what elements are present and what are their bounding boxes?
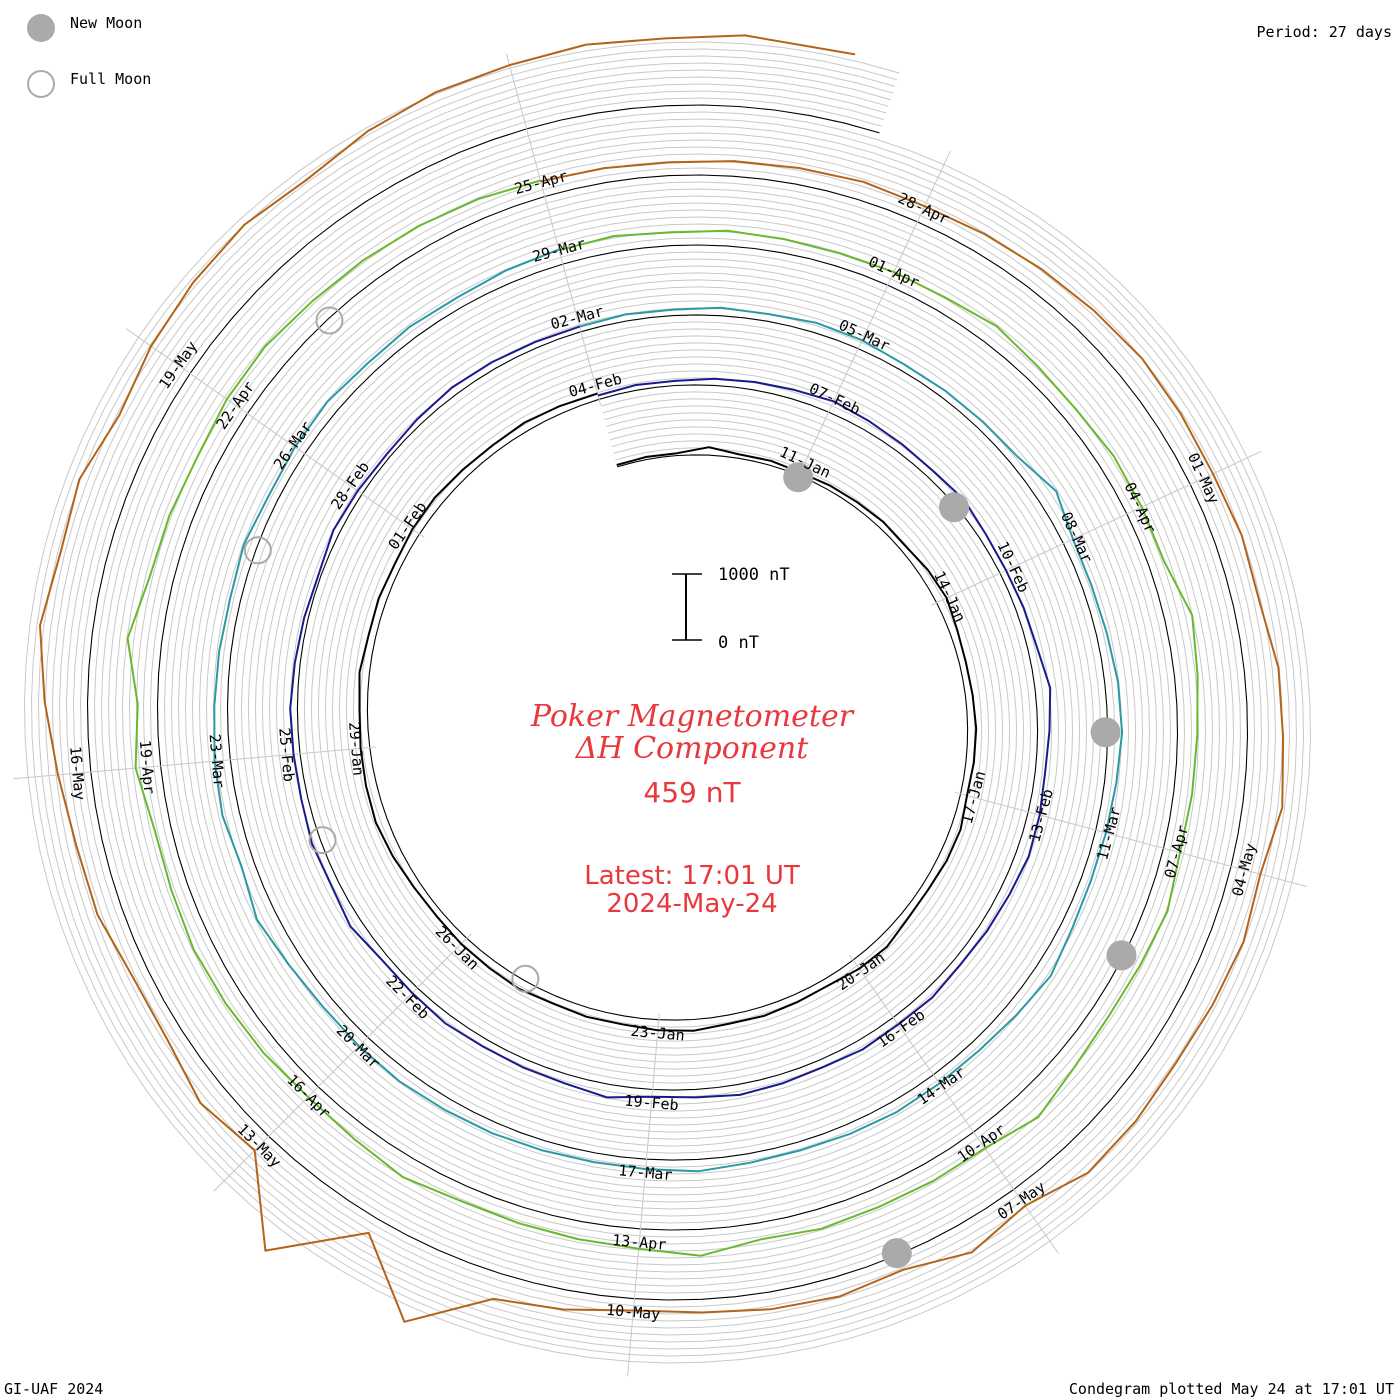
date-label: 04-Feb [567, 370, 624, 401]
new-moon-legend-label: New Moon [70, 14, 143, 32]
series-layer [39, 34, 1285, 1323]
full-moon-marker [308, 826, 337, 855]
date-label: 17-Jan [958, 769, 989, 826]
date-label: 14-Mar [914, 1063, 969, 1109]
full-moon-marker [511, 964, 540, 993]
grid-line [51, 69, 1284, 1336]
latest-time: Latest: 17:01 UT [584, 861, 800, 891]
date-label: 29-Jan [345, 721, 368, 777]
new-moon-legend-icon [27, 14, 55, 42]
date-label: 23-Mar [205, 733, 228, 789]
date-label: 13-Apr [612, 1231, 668, 1254]
date-label: 07-Apr [1161, 823, 1192, 880]
full-moon-marker [315, 306, 344, 335]
date-label: 29-Mar [531, 234, 588, 265]
period-label: Period: 27 days [1256, 23, 1392, 41]
radial-spoke [13, 746, 376, 780]
date-label: 08-Mar [1057, 509, 1096, 566]
new-moon-marker [1090, 717, 1121, 748]
date-label: 28-Apr [895, 189, 952, 228]
date-label: 01-May [1184, 450, 1223, 507]
grid-line [37, 55, 1298, 1350]
series-line-5 [39, 34, 1285, 1323]
date-label: 11-Mar [1093, 805, 1124, 862]
date-label: 10-May [605, 1301, 661, 1324]
grid-line [30, 48, 1305, 1357]
full-moon-marker [243, 536, 272, 565]
scale-bar-top-label: 1000 nT [718, 565, 790, 585]
radial-spoke [930, 450, 1262, 606]
date-label: 16-May [66, 745, 89, 801]
date-label: 14-Jan [930, 568, 969, 625]
date-label: 04-Apr [1120, 479, 1159, 536]
series-line-4 [126, 179, 1199, 1257]
scale-bar-bottom-label: 0 nT [718, 633, 759, 653]
plot-time-label: Condegram plotted May 24 at 17:01 UT [1068, 1380, 1394, 1398]
date-label: 25-Feb [275, 727, 298, 783]
date-label: 02-Mar [549, 302, 606, 333]
title-line-1: Poker Magnetometer [530, 699, 855, 734]
date-label: 25-Apr [512, 167, 569, 198]
date-label: 04-May [1228, 841, 1259, 898]
radial-spoke [849, 954, 1059, 1254]
new-moon-marker [881, 1238, 912, 1269]
date-label: 10-Apr [954, 1120, 1009, 1166]
radial-spoke [627, 1013, 660, 1377]
series-line-3 [213, 248, 1124, 1173]
new-moon-marker [783, 462, 814, 493]
credit-label: GI-UAF 2024 [4, 1380, 104, 1398]
date-label: 20-Jan [834, 948, 889, 994]
date-label: 23-Jan [630, 1022, 686, 1045]
radial-spokes [13, 53, 1307, 1377]
latest-date: 2024-May-24 [606, 889, 777, 919]
new-moon-marker [939, 492, 970, 523]
grid-line [65, 83, 1270, 1322]
full-moon-legend-icon [27, 70, 55, 98]
date-label: 16-Feb [874, 1006, 929, 1052]
radial-spoke [954, 791, 1307, 887]
radial-spoke [213, 933, 472, 1192]
grid-line [72, 90, 1263, 1315]
date-label: 07-May [994, 1178, 1049, 1224]
scale-bar: 1000 nT 0 nT [672, 565, 790, 653]
date-label: 10-Feb [994, 539, 1033, 596]
full-moon-legend-label: Full Moon [70, 70, 152, 88]
radial-spoke [125, 328, 425, 538]
current-value: 459 nT [643, 776, 741, 809]
moon-markers [243, 306, 1137, 1269]
grid-line [44, 62, 1291, 1343]
date-label: 17-Mar [618, 1161, 674, 1184]
radial-spoke [505, 53, 602, 406]
date-label: 19-Apr [136, 739, 159, 795]
chart-title: Poker Magnetometer ΔH Component 459 nT L… [530, 699, 855, 919]
title-line-2: ΔH Component [575, 731, 809, 766]
new-moon-marker [1106, 940, 1137, 971]
grid-line [23, 41, 1312, 1364]
series-line-2 [289, 325, 1052, 1099]
zero-baseline [86, 104, 1249, 1301]
date-label: 19-Feb [624, 1092, 680, 1115]
date-label: 13-Feb [1026, 787, 1057, 844]
series-line-1 [358, 392, 978, 1032]
